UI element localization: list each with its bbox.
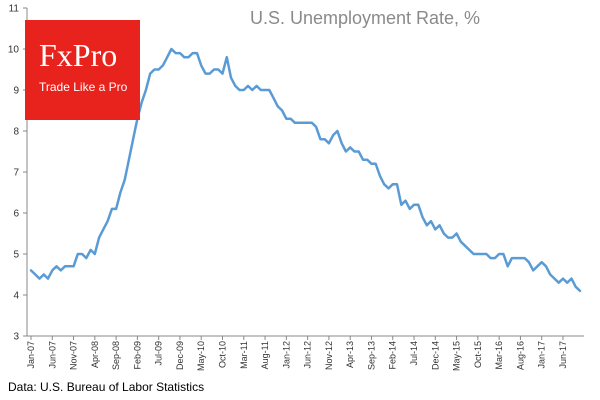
x-tick-label: Oct-10 [218,341,228,368]
source-note: Data: U.S. Bureau of Labor Statistics [8,380,205,394]
x-tick-label: Mar-11 [239,341,249,369]
x-tick-label: Sep-08 [111,341,121,370]
x-tick-label: Jul-14 [409,341,419,366]
y-tick-label: 4 [13,291,19,302]
x-tick-label: Feb-09 [132,341,142,370]
x-tick-label: Dec-09 [175,341,185,370]
logo-brand-text: FxPro [39,37,118,73]
x-tick-label: Apr-13 [345,341,355,368]
x-tick-label: May-15 [452,341,462,371]
fxpro-logo: FxPro Trade Like a Pro [25,20,140,120]
y-tick-label: 10 [8,45,20,56]
y-tick-label: 11 [9,4,20,15]
x-tick-label: Dec-14 [430,341,440,370]
x-tick-label: Oct-15 [473,341,483,368]
x-tick-label: Jul-09 [154,341,164,366]
chart-title: U.S. Unemployment Rate, % [249,8,481,28]
x-tick-label: Jun-12 [303,341,313,369]
y-tick-label: 3 [13,332,19,343]
x-tick-label: Feb-14 [388,341,398,370]
x-tick-label: Aug-16 [515,341,525,370]
y-tick-label: 6 [13,209,19,220]
y-tick-label: 9 [13,86,19,97]
x-tick-label: Aug-11 [260,341,270,369]
x-tick-label: Jan-12 [281,341,291,369]
x-tick-label: Jan-17 [537,341,547,369]
x-tick-label: May-10 [196,341,206,371]
y-tick-label: 8 [13,127,19,138]
x-tick-label: Jan-07 [26,341,36,369]
x-tick-label: Nov-07 [69,341,79,370]
x-tick-label: Jun-07 [47,341,57,369]
y-tick-label: 5 [13,250,19,261]
x-tick-label: Nov-12 [324,341,334,370]
x-tick-label: Sep-13 [366,341,376,370]
x-tick-label: Jun-17 [558,341,568,369]
x-tick-label: Mar-16 [494,341,504,370]
y-tick-label: 7 [13,168,19,179]
x-tick-label: Apr-08 [90,341,100,368]
logo-tagline: Trade Like a Pro [39,80,128,94]
unemployment-rate-line [29,47,582,293]
